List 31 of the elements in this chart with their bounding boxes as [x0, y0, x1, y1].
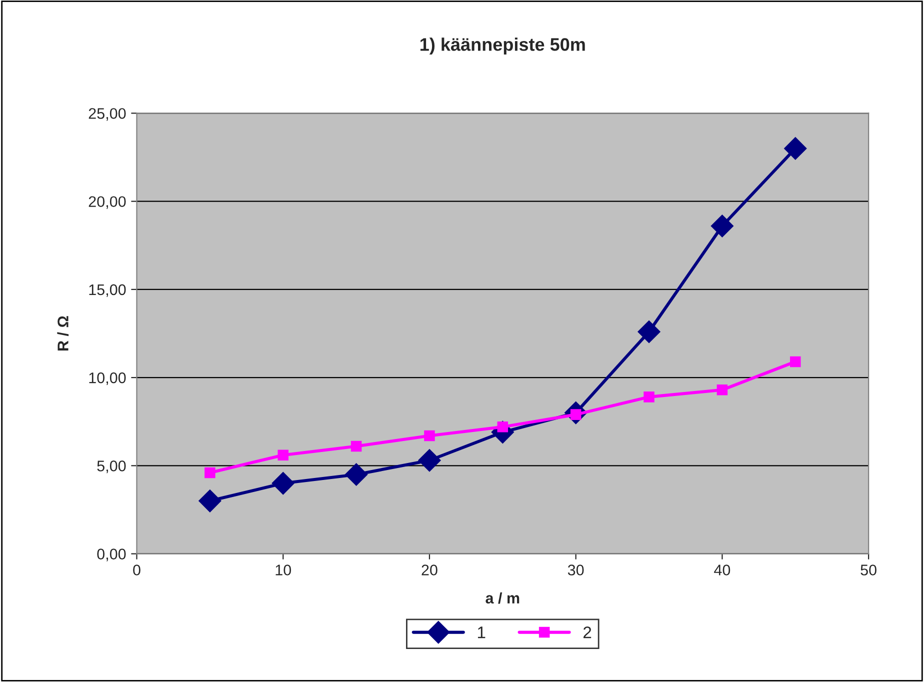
point [638, 320, 660, 344]
point [710, 214, 734, 238]
point [344, 463, 368, 486]
x-tick-label: 50 [860, 564, 876, 576]
x-tick-label: 0 [133, 564, 140, 576]
chart-title: 1) käännepiste 50m [420, 38, 585, 54]
x-axis-title: a / m [486, 592, 520, 604]
x-tick-label: 10 [276, 564, 292, 576]
y-tick-label: 10,00 [89, 372, 126, 386]
point [424, 430, 435, 442]
y-tick-label: 5,00 [97, 460, 126, 474]
x-tick-label: 20 [422, 564, 438, 576]
point [204, 467, 216, 478]
x-tick-label: 40 [714, 564, 730, 576]
point [278, 450, 288, 460]
point [644, 392, 654, 402]
point [272, 472, 294, 495]
point [784, 137, 807, 160]
y-tick-label: 0,00 [97, 548, 126, 562]
point [418, 449, 441, 472]
y-tick-label: 15,00 [89, 284, 126, 297]
point [198, 490, 222, 512]
point [716, 384, 728, 396]
point [350, 440, 362, 452]
y-tick-label: 25,00 [88, 108, 126, 121]
legend-label: 1 [478, 626, 486, 638]
x-tick-label: 30 [568, 564, 584, 576]
y-axis-title: R / Ω [57, 316, 69, 350]
y-tick-label: 20,00 [88, 196, 126, 209]
legend-label: 2 [583, 626, 592, 638]
point [790, 356, 801, 368]
